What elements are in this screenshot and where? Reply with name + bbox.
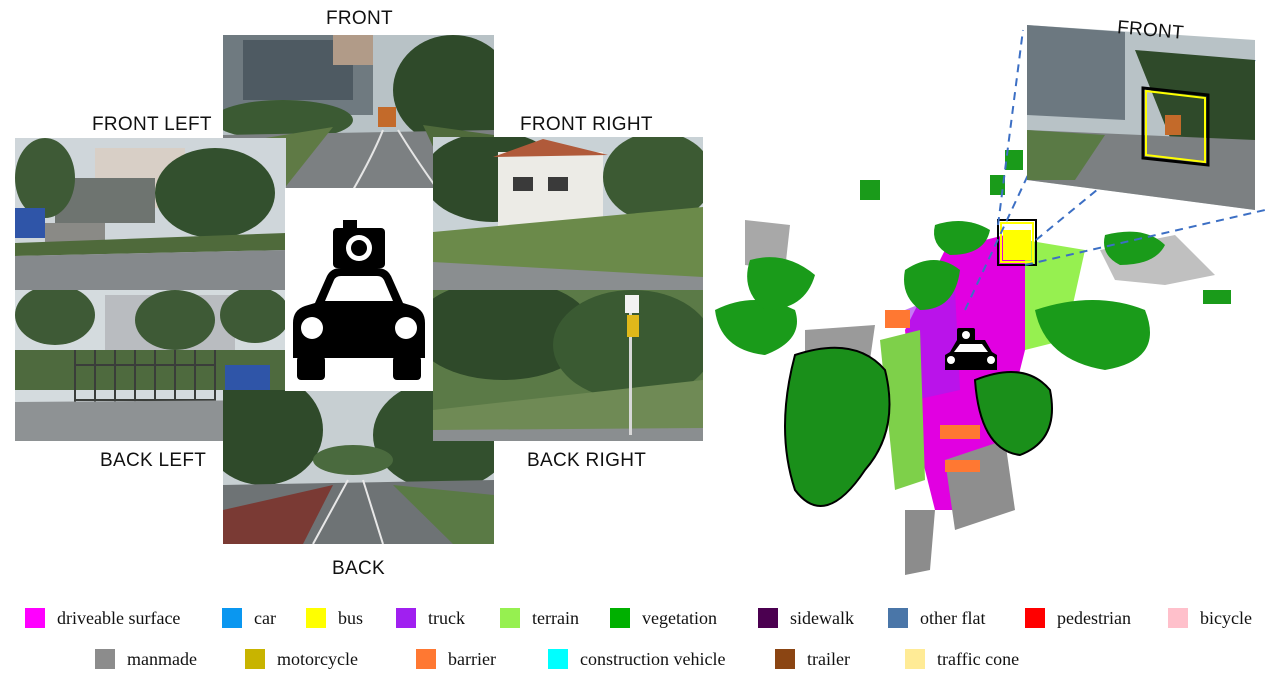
- occupancy-visualization: FRONT: [705, 10, 1282, 580]
- legend-label: construction vehicle: [580, 648, 726, 669]
- legend-label: bus: [338, 607, 364, 628]
- legend-label: driveable surface: [57, 607, 181, 628]
- camera-label-back-left: BACK LEFT: [100, 450, 207, 471]
- camera-label-front: FRONT: [326, 8, 393, 29]
- legend-item-terrain: terrain: [500, 605, 579, 631]
- legend-item-driveable-surface: driveable surface: [25, 605, 180, 631]
- car-camera-icon: [293, 220, 425, 380]
- legend-swatch: [888, 608, 908, 628]
- legend-label: terrain: [532, 607, 579, 628]
- camera-label-front-left: FRONT LEFT: [92, 114, 212, 135]
- legend-label: other flat: [920, 607, 986, 628]
- legend-label: car: [254, 607, 276, 628]
- front-inset-image: [1027, 25, 1255, 210]
- legend-swatch: [396, 608, 416, 628]
- legend-swatch: [500, 608, 520, 628]
- occupancy-scene: [715, 150, 1231, 575]
- legend-label: manmade: [127, 648, 197, 669]
- legend-swatch: [245, 649, 265, 669]
- legend-swatch: [25, 608, 45, 628]
- legend-label: sidewalk: [790, 607, 854, 628]
- legend-item-other-flat: other flat: [888, 605, 985, 631]
- camera-image-front-right: [433, 137, 703, 290]
- legend-label: traffic cone: [937, 648, 1020, 669]
- legend-item-sidewalk: sidewalk: [758, 605, 854, 631]
- legend-swatch: [95, 649, 115, 669]
- legend-swatch: [775, 649, 795, 669]
- legend-item-bus: bus: [306, 605, 363, 631]
- legend-item-truck: truck: [396, 605, 465, 631]
- legend-swatch: [548, 649, 568, 669]
- legend-swatch: [610, 608, 630, 628]
- legend-label: pedestrian: [1057, 607, 1131, 628]
- camera-label-front-right: FRONT RIGHT: [520, 114, 653, 135]
- legend-item-car: car: [222, 605, 276, 631]
- legend-row-2: manmade motorcycle barrier construction …: [0, 646, 1282, 672]
- camera-image-back-right: [433, 290, 703, 441]
- legend-label: bicycle: [1200, 607, 1252, 628]
- legend-swatch: [1168, 608, 1188, 628]
- legend-item-bicycle: bicycle: [1168, 605, 1252, 631]
- legend-item-traffic-cone: traffic cone: [905, 646, 1019, 672]
- legend-swatch: [416, 649, 436, 669]
- legend-label: motorcycle: [277, 648, 358, 669]
- legend-swatch: [758, 608, 778, 628]
- camera-image-front-left: [15, 138, 286, 290]
- legend-swatch: [1025, 608, 1045, 628]
- legend-swatch: [905, 649, 925, 669]
- legend-item-vegetation: vegetation: [610, 605, 717, 631]
- legend-item-pedestrian: pedestrian: [1025, 605, 1131, 631]
- legend-item-trailer: trailer: [775, 646, 850, 672]
- legend-row-1: driveable surface car bus truck terrain …: [0, 605, 1282, 631]
- legend-item-construction-vehicle: construction vehicle: [548, 646, 725, 672]
- legend-label: barrier: [448, 648, 496, 669]
- bus-highlight-box: [997, 219, 1037, 266]
- legend-label: trailer: [807, 648, 850, 669]
- legend-item-manmade: manmade: [95, 646, 197, 672]
- legend-item-motorcycle: motorcycle: [245, 646, 358, 672]
- camera-label-back-right: BACK RIGHT: [527, 450, 647, 471]
- legend-label: vegetation: [642, 607, 717, 628]
- camera-label-back: BACK: [332, 558, 385, 579]
- camera-image-back-left: [15, 290, 286, 441]
- legend-item-barrier: barrier: [416, 646, 496, 672]
- legend-label: truck: [428, 607, 465, 628]
- ego-vehicle-panel: [285, 188, 433, 391]
- legend-swatch: [306, 608, 326, 628]
- legend-swatch: [222, 608, 242, 628]
